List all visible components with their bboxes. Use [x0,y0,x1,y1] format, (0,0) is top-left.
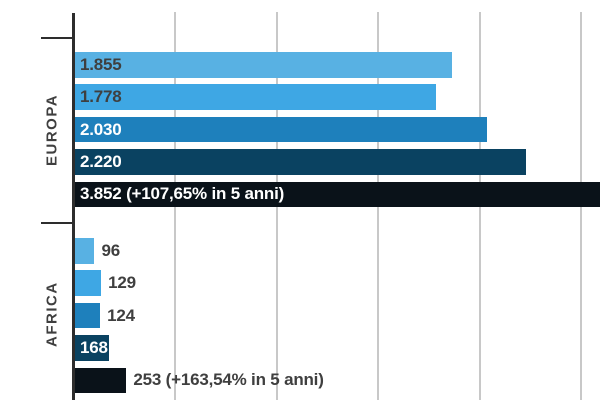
bar-value-label: 129 [108,273,136,293]
group-label-europa: EUROPA [43,93,61,167]
bar-value-label: 1.778 [80,87,122,107]
bar-value-label: 96 [101,240,120,260]
bar-europa-2: 1.778 [75,84,436,110]
bar-value-label: 253 (+163,54% in 5 anni) [133,370,324,390]
bar-europa-5: 3.852 (+107,65% in 5 anni) [75,181,600,208]
bar-africa-4: 168 [75,335,110,361]
group-label-africa: AFRICA [43,281,61,347]
bar-europa-3: 2.030 [75,116,488,143]
y-axis-line [72,13,75,400]
bar-value-label: 2.030 [80,119,122,139]
bar-value-label: 1.855 [80,54,122,74]
bar-africa-2 [75,270,102,296]
bar-europa-4: 2.220 [75,149,526,175]
bar-africa-3 [75,302,101,329]
category-tick [41,222,72,224]
bar-value-label: 3.852 (+107,65% in 5 anni) [80,184,285,204]
bar-value-label: 124 [107,305,135,325]
bar-africa-5 [75,367,127,394]
bar-africa-1 [75,238,95,264]
bar-value-label: 168 [80,337,108,357]
bar-value-label: 2.220 [80,151,122,171]
bar-europa-1: 1.855 [75,52,452,78]
category-tick [41,37,72,39]
